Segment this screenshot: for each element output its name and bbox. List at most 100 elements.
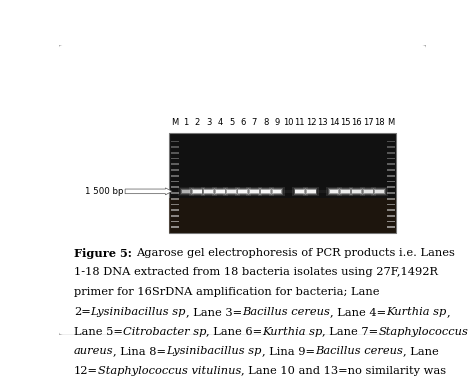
Text: Staphylococcus: Staphylococcus [378, 326, 468, 337]
Text: Figure 5:: Figure 5: [74, 248, 136, 259]
Text: 1: 1 [184, 118, 189, 127]
Text: 12=: 12= [74, 366, 98, 376]
Bar [182, 190, 190, 193]
Bar [248, 188, 261, 194]
Text: 6: 6 [240, 118, 245, 127]
FancyBboxPatch shape [58, 44, 427, 335]
Bar [204, 190, 213, 193]
Bar [238, 190, 247, 193]
Bar [284, 190, 293, 193]
Bar [227, 190, 236, 193]
Bar [171, 198, 179, 200]
Text: primer for 16SrDNA amplification for bacteria; Lane: primer for 16SrDNA amplification for bac… [74, 287, 379, 297]
Bar [387, 186, 395, 188]
Bar [387, 180, 395, 182]
Bar [227, 189, 236, 194]
Text: 1 500 bp: 1 500 bp [85, 187, 123, 196]
Bar [189, 187, 205, 196]
Bar [249, 189, 259, 194]
Bar [203, 189, 214, 194]
Bar [202, 188, 215, 194]
Text: 14: 14 [329, 118, 339, 127]
Bar [191, 188, 203, 194]
Text: , Lane 10 and 13=no similarity was: , Lane 10 and 13=no similarity was [241, 366, 447, 376]
Text: 5: 5 [229, 118, 234, 127]
Bar [216, 190, 225, 193]
Bar [387, 209, 395, 211]
Bar [171, 175, 179, 177]
Bar [223, 187, 240, 196]
Bar [171, 164, 179, 165]
Bar [272, 189, 282, 194]
Bar [340, 189, 350, 194]
Bar [269, 187, 285, 196]
Bar [171, 180, 179, 182]
Bar [364, 190, 373, 193]
Text: , Lane: , Lane [403, 346, 438, 356]
Bar [339, 188, 351, 194]
Bar [387, 198, 395, 200]
Bar [212, 187, 228, 196]
Text: Lysinibacillus sp: Lysinibacillus sp [90, 307, 186, 317]
Bar [387, 203, 395, 205]
Bar [387, 169, 395, 171]
Bar [169, 199, 396, 233]
Bar [171, 226, 179, 228]
Bar [236, 188, 249, 194]
Bar [259, 188, 272, 194]
Text: M: M [387, 118, 394, 127]
Bar [238, 189, 248, 194]
Bar [326, 187, 342, 196]
Bar [387, 175, 395, 177]
Text: 16: 16 [351, 118, 362, 127]
Text: M: M [171, 118, 178, 127]
Bar [171, 215, 179, 217]
Text: 2: 2 [195, 118, 200, 127]
Bar [363, 189, 373, 194]
Bar [250, 190, 259, 193]
Text: Bacillus cereus: Bacillus cereus [242, 307, 330, 317]
Text: 11: 11 [295, 118, 305, 127]
Bar [387, 164, 395, 165]
Text: 10: 10 [283, 118, 294, 127]
Bar [305, 188, 317, 194]
Bar [225, 188, 238, 194]
Bar [178, 187, 194, 196]
Text: 12: 12 [306, 118, 316, 127]
Bar [171, 209, 179, 211]
Bar [171, 141, 179, 142]
Text: , Lane 3=: , Lane 3= [186, 307, 242, 317]
Bar [181, 189, 191, 194]
Text: Bacillus cereus: Bacillus cereus [315, 346, 403, 356]
Bar [349, 187, 365, 196]
Bar [387, 221, 395, 223]
Bar [341, 190, 350, 193]
Bar [261, 189, 271, 194]
Bar [171, 203, 179, 205]
Text: 15: 15 [340, 118, 350, 127]
Text: 7: 7 [252, 118, 257, 127]
Text: 9: 9 [274, 118, 280, 127]
Bar [373, 188, 385, 194]
Bar [350, 188, 363, 194]
Bar [387, 146, 395, 148]
Text: 2=: 2= [74, 307, 90, 317]
Bar [296, 190, 304, 193]
Bar [295, 189, 305, 194]
Bar [387, 152, 395, 154]
Text: 1-18 DNA extracted from 18 bacteria isolates using 27F,1492R: 1-18 DNA extracted from 18 bacteria isol… [74, 267, 438, 277]
Text: Citrobacter sp: Citrobacter sp [123, 326, 206, 337]
Bar [387, 192, 395, 194]
Bar [307, 190, 315, 193]
Bar [192, 189, 202, 194]
Text: 3: 3 [206, 118, 211, 127]
Bar [171, 221, 179, 223]
Bar [318, 190, 327, 193]
Bar [171, 146, 179, 148]
Text: Lysinibacillus sp: Lysinibacillus sp [166, 346, 262, 356]
Bar [360, 187, 376, 196]
Bar [328, 188, 340, 194]
Bar [387, 141, 395, 142]
Text: , Lane 6=: , Lane 6= [206, 326, 262, 337]
Bar [375, 190, 384, 193]
